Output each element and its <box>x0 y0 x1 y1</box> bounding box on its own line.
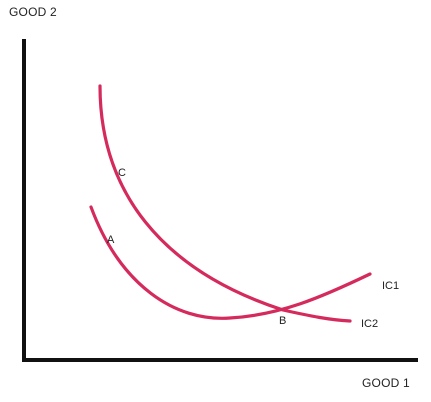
curve-ic1 <box>89 205 372 320</box>
point-label-c: C <box>118 167 126 179</box>
point-label-b: B <box>279 315 286 327</box>
point-label-a: A <box>107 234 115 246</box>
curve-ic2 <box>98 84 352 323</box>
x-axis-label: GOOD 1 <box>362 376 410 390</box>
y-axis-label: GOOD 2 <box>9 5 57 19</box>
curve-label-ic2: IC2 <box>361 318 378 330</box>
curve-label-ic1: IC1 <box>382 280 399 292</box>
